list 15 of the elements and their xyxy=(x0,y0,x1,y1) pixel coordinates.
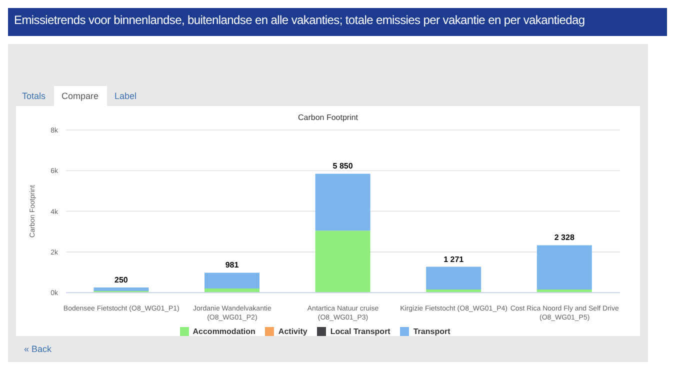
total-label: 5 850 xyxy=(332,162,354,171)
text: Compare xyxy=(54,86,107,106)
total-label: 250 xyxy=(114,276,128,285)
legend-label: Activity xyxy=(278,326,308,336)
text: Label xyxy=(114,90,138,103)
legend-label: Accommodation xyxy=(192,326,256,336)
chart-subtitle: Carbon Footprint xyxy=(298,113,359,122)
legend-label: Transport xyxy=(413,326,450,336)
total-label: 2 328 xyxy=(554,233,575,242)
chart-title: Emissietrends voor binnenlandse, buitenlandse en alle vakanties; totale emissies per vakantie en per vakantiedag xyxy=(8,8,667,36)
legend-label: Local Transport xyxy=(330,326,390,336)
total-label: 1 271 xyxy=(444,254,464,264)
total-label: 981 xyxy=(225,260,240,270)
text: « Back xyxy=(24,344,53,354)
text: Totals xyxy=(21,90,47,103)
